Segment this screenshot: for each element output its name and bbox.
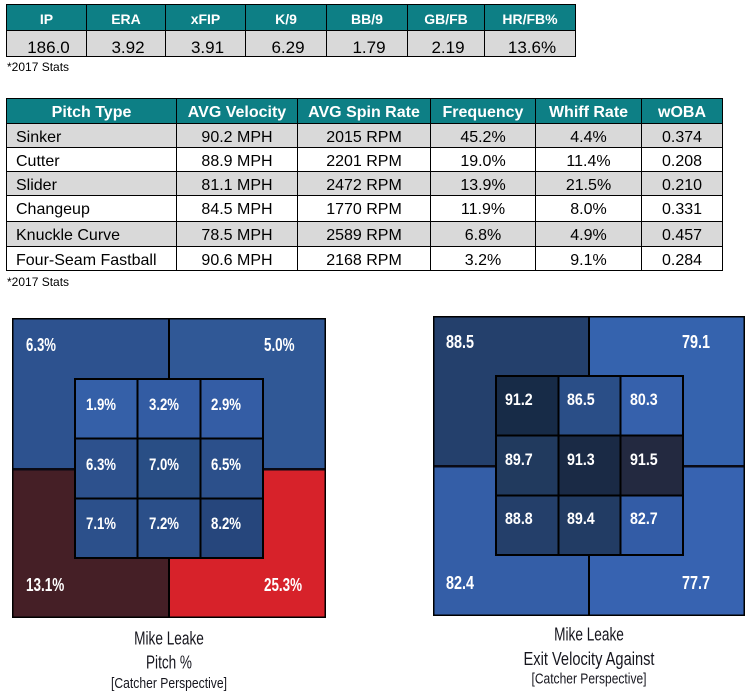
svg-text:Pitch %: Pitch %	[146, 653, 192, 673]
svg-text:77.7: 77.7	[682, 573, 710, 593]
svg-text:3.2%: 3.2%	[149, 395, 179, 414]
svg-text:89.7: 89.7	[505, 450, 533, 469]
svg-text:91.3: 91.3	[567, 450, 595, 469]
svg-text:88.8: 88.8	[505, 509, 533, 528]
svg-text:Mike Leake: Mike Leake	[554, 624, 624, 644]
svg-text:6.3%: 6.3%	[86, 455, 116, 474]
svg-text:13.1%: 13.1%	[26, 575, 64, 595]
svg-text:Exit Velocity Against: Exit Velocity Against	[524, 649, 655, 669]
svg-text:25.3%: 25.3%	[264, 575, 302, 595]
svg-text:6.3%: 6.3%	[26, 335, 56, 355]
svg-text:79.1: 79.1	[682, 332, 710, 352]
svg-text:82.4: 82.4	[446, 573, 474, 593]
svg-text:91.5: 91.5	[630, 450, 658, 469]
svg-text:7.0%: 7.0%	[149, 455, 179, 474]
svg-text:8.2%: 8.2%	[211, 514, 241, 533]
svg-text:[Catcher Perspective]: [Catcher Perspective]	[111, 675, 227, 692]
svg-text:5.0%: 5.0%	[264, 335, 295, 355]
svg-text:89.4: 89.4	[567, 509, 595, 528]
svg-text:91.2: 91.2	[505, 390, 533, 409]
svg-text:6.5%: 6.5%	[211, 455, 241, 474]
svg-text:Mike Leake: Mike Leake	[134, 628, 204, 648]
svg-text:[Catcher Perspective]: [Catcher Perspective]	[532, 671, 647, 688]
svg-text:1.9%: 1.9%	[86, 395, 116, 414]
svg-text:7.1%: 7.1%	[86, 514, 116, 533]
svg-text:88.5: 88.5	[446, 332, 474, 352]
svg-text:86.5: 86.5	[567, 390, 595, 409]
svg-text:80.3: 80.3	[630, 390, 658, 409]
svg-text:2.9%: 2.9%	[211, 395, 241, 414]
svg-text:7.2%: 7.2%	[149, 514, 179, 533]
svg-text:82.7: 82.7	[630, 509, 658, 528]
